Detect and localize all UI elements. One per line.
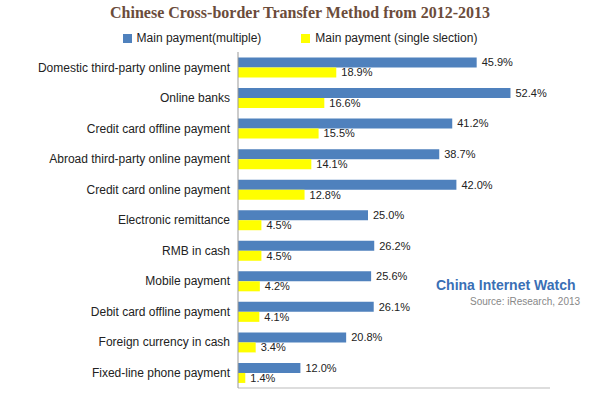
svg-text:26.1%: 26.1% [379,301,410,313]
svg-text:45.9%: 45.9% [482,56,513,68]
svg-text:15.5%: 15.5% [324,127,355,139]
svg-text:Electronic remittance: Electronic remittance [118,213,230,227]
svg-text:25.6%: 25.6% [376,270,407,282]
svg-text:4.2%: 4.2% [265,280,290,292]
html-text:Main payment(multiple): Main payment(multiple) [136,31,262,45]
svg-text:Debit card offline payment: Debit card offline payment [91,305,231,319]
svg-text:25.0%: 25.0% [373,209,404,221]
svg-text:Mobile payment: Mobile payment [145,274,230,288]
svg-text:RMB in cash: RMB in cash [162,244,230,258]
html-text:China Internet Watch: China Internet Watch [436,277,576,293]
svg-text:12.0%: 12.0% [305,362,336,374]
svg-text:Online banks: Online banks [160,91,230,105]
svg-text:14.1%: 14.1% [316,158,347,170]
svg-text:4.5%: 4.5% [266,250,291,262]
svg-text:52.4%: 52.4% [515,87,546,99]
svg-text:4.1%: 4.1% [264,311,289,323]
svg-text:Credit card online payment: Credit card online payment [87,183,231,197]
svg-text:16.6%: 16.6% [329,97,360,109]
svg-text:42.0%: 42.0% [461,179,492,191]
svg-text:12.8%: 12.8% [310,189,341,201]
svg-text:26.2%: 26.2% [379,240,410,252]
svg-text:3.4%: 3.4% [261,341,286,353]
svg-text:4.5%: 4.5% [266,219,291,231]
svg-text:Abroad third-party online paym: Abroad third-party online payment [49,152,230,166]
svg-text:Domestic third-party online pa: Domestic third-party online payment [38,61,231,75]
svg-text:20.8%: 20.8% [351,331,382,343]
svg-text:1.4%: 1.4% [250,372,275,384]
svg-text:Credit card offline payment: Credit card offline payment [87,122,231,136]
svg-text:Fixed-line phone payment: Fixed-line phone payment [92,366,231,380]
html-text:Source: iResearch, 2013: Source: iResearch, 2013 [470,296,581,307]
svg-text:18.9%: 18.9% [341,66,372,78]
svg-text:41.2%: 41.2% [457,117,488,129]
svg-text:38.7%: 38.7% [444,148,475,160]
svg-text:Foreign currency in cash: Foreign currency in cash [99,335,230,349]
html-text:Main payment (single slection): Main payment (single slection) [315,31,478,45]
html-text:Chinese Cross-border Transfer: Chinese Cross-border Transfer Method fro… [110,4,490,21]
